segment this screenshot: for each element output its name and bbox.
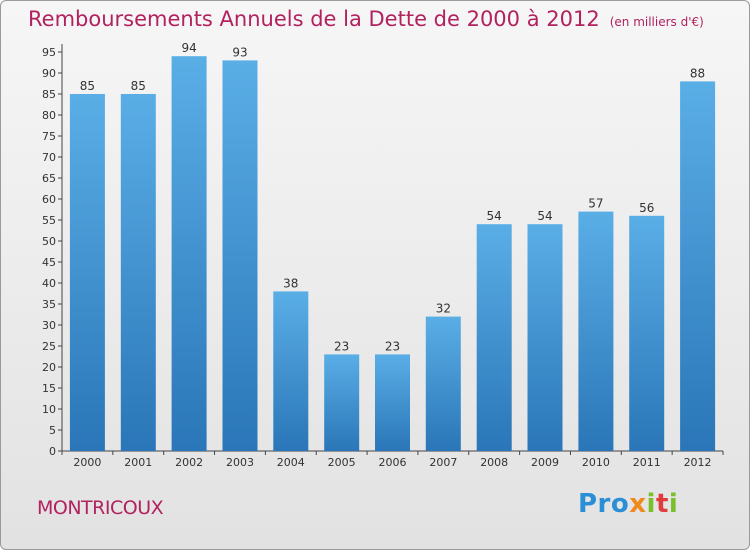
bar-2004 [273, 291, 309, 451]
logo-part-3: i [646, 489, 656, 519]
value-label-2005: 23 [334, 339, 349, 353]
bar-2002 [171, 56, 207, 451]
y-tick-label: 35 [42, 298, 56, 311]
bar-2001 [120, 94, 156, 451]
y-tick-label: 60 [42, 193, 56, 206]
title-text: Remboursements Annuels de la Dette de 20… [28, 7, 600, 31]
value-label-2007: 32 [436, 302, 451, 316]
x-tick-label-2011: 2011 [633, 456, 661, 469]
x-tick-label-2009: 2009 [531, 456, 559, 469]
value-label-2006: 23 [385, 339, 400, 353]
x-tick-label-2012: 2012 [684, 456, 712, 469]
x-tick-label-2006: 2006 [379, 456, 407, 469]
x-tick-label-2008: 2008 [480, 456, 508, 469]
x-tick-label-2005: 2005 [328, 456, 356, 469]
value-label-2003: 93 [232, 45, 247, 59]
value-label-2011: 56 [639, 201, 654, 215]
y-tick-label: 10 [42, 403, 56, 416]
value-label-2008: 54 [487, 209, 502, 223]
y-tick-label: 70 [42, 151, 56, 164]
x-tick-label-2001: 2001 [124, 456, 152, 469]
bar-2006 [375, 354, 410, 451]
bar-2005 [324, 354, 360, 451]
value-label-2010: 57 [588, 197, 603, 211]
bar-2008 [476, 224, 512, 451]
place-name: MONTRICOUX [37, 497, 164, 519]
y-tick-label: 65 [42, 172, 56, 185]
value-label-2009: 54 [537, 209, 552, 223]
y-tick-label: 80 [42, 109, 56, 122]
y-tick-label: 85 [42, 88, 56, 101]
value-label-2012: 88 [690, 66, 705, 80]
logo-part-4: t [655, 489, 669, 519]
bar-2000 [69, 94, 105, 451]
bars [69, 56, 716, 452]
y-tick-label: 90 [42, 67, 56, 80]
y-tick-label: 50 [42, 235, 56, 248]
value-label-2000: 85 [80, 79, 95, 93]
value-label-2002: 94 [181, 41, 196, 55]
y-tick-label: 45 [42, 256, 56, 269]
y-tick-label: 55 [42, 214, 56, 227]
y-tick-label: 5 [49, 424, 56, 437]
y-tick-label: 0 [49, 445, 56, 458]
y-tick-label: 15 [42, 382, 56, 395]
x-tick-label-2007: 2007 [429, 456, 457, 469]
bar-2007 [425, 316, 461, 451]
value-label-2004: 38 [283, 276, 298, 290]
bar-2010 [578, 211, 614, 451]
y-tick-label: 40 [42, 277, 56, 290]
bar-2003 [222, 60, 258, 452]
x-tick-label-2004: 2004 [277, 456, 305, 469]
x-tick-label-2010: 2010 [582, 456, 610, 469]
value-label-2001: 85 [131, 79, 146, 93]
x-tick-label-2002: 2002 [175, 456, 203, 469]
bar-2009 [527, 224, 563, 451]
y-tick-label: 30 [42, 319, 56, 332]
logo-part-1: Pro [578, 489, 630, 519]
y-tick-label: 20 [42, 361, 56, 374]
unit-note: (en milliers d'€) [609, 15, 704, 29]
logo-part-5: i [668, 489, 679, 519]
labels: 85 2000 85 2001 94 2002 93 2003 38 2004 23 2005 23 20… [73, 41, 711, 469]
chart-title: Remboursements Annuels de la Dette de 20… [28, 7, 704, 31]
y-tick-label: 25 [42, 340, 56, 353]
logo-part-2: x [629, 489, 647, 519]
proxiti-logo: Proxiti [578, 489, 678, 519]
x-tick-label-2000: 2000 [73, 456, 101, 469]
x-tick-label-2003: 2003 [226, 456, 254, 469]
axes: 0 5 10 15 20 25 30 35 40 45 50 55 60 65 70 75 80 85 90 95 [42, 44, 724, 458]
bar-2012 [680, 81, 716, 452]
y-tick-label: 75 [42, 130, 56, 143]
y-tick-label: 95 [42, 46, 56, 59]
bar-2011 [629, 215, 665, 451]
